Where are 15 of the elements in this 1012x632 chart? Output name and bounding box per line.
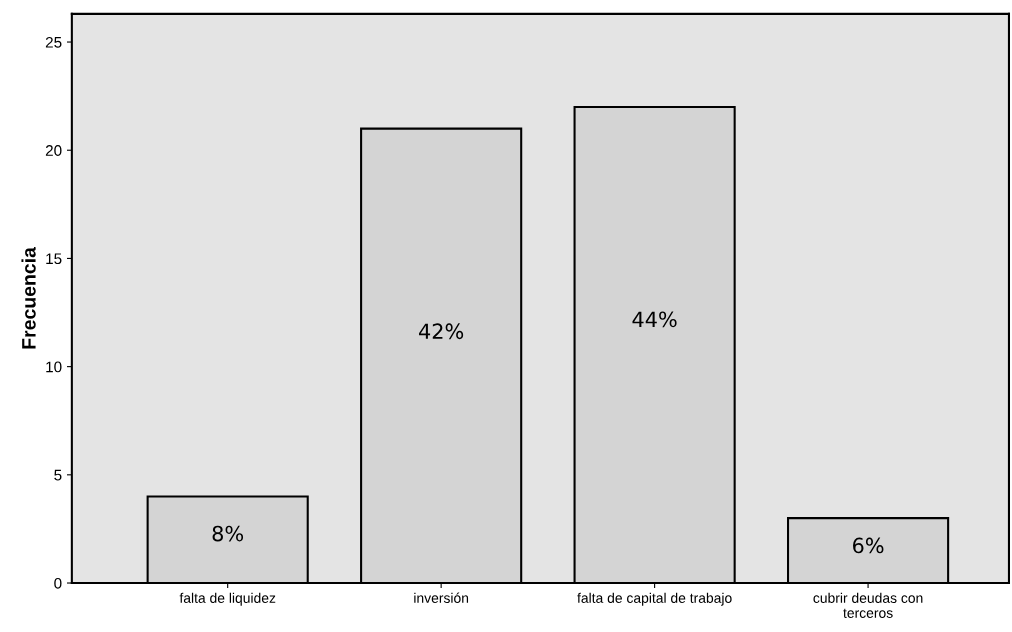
x-tick-label: inversión xyxy=(414,592,469,603)
y-axis-title: Frecuencia xyxy=(21,247,36,349)
x-tick-label: falta de capital de trabajo xyxy=(577,592,732,606)
annotation: 6% xyxy=(853,537,884,554)
x-tick-label: falta de liquidez xyxy=(179,592,276,606)
x-tick-label: cubrir deudas con terceros xyxy=(813,592,923,618)
y-tick-label: 20 xyxy=(45,145,62,156)
y-tick-label: 25 xyxy=(45,36,62,48)
y-tick-label: 5 xyxy=(54,469,62,481)
y-tick-label: 10 xyxy=(46,361,62,373)
annotation: 8% xyxy=(212,525,244,542)
annotation: 42% xyxy=(419,323,464,340)
y-tick-label: 15 xyxy=(46,253,62,265)
y-tick-label: 0 xyxy=(54,577,62,589)
annotation: 44% xyxy=(632,311,677,328)
